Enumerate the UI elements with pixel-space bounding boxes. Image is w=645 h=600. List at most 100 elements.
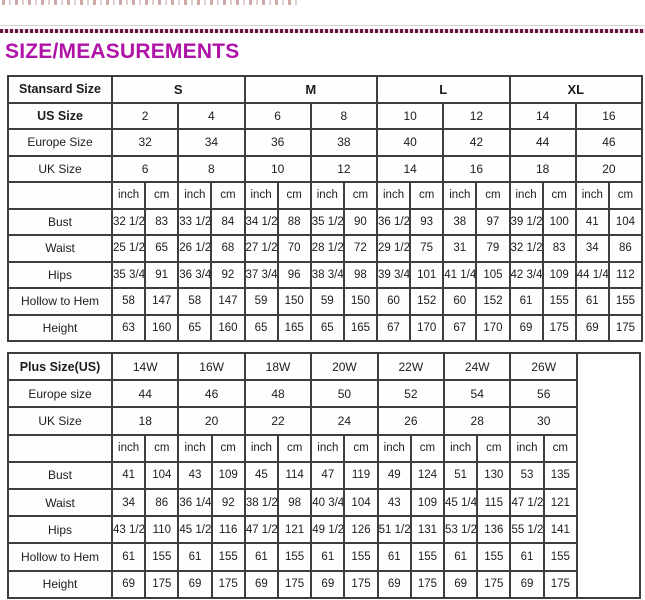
measurement-value-cell: 92	[210, 487, 246, 518]
measurement-value-cell: 83	[144, 207, 180, 236]
measurement-value-cell: 91	[144, 260, 180, 289]
unit-cell: inch	[443, 433, 479, 463]
measurement-value-cell: 114	[277, 460, 313, 490]
measurement-value-cell: 69	[310, 569, 346, 599]
unit-cell: cm	[342, 181, 379, 210]
size-value-cell: 52	[376, 379, 446, 409]
measurement-value-cell: 35 1/2	[309, 207, 345, 236]
size-conversion-row: Europe Size 32 34 36 38 40 42 44 46	[7, 128, 644, 157]
size-value-cell: 2	[110, 101, 180, 130]
page-title: SIZE/MEASUREMENTS	[5, 40, 240, 63]
measurement-value-cell: 67	[442, 313, 478, 342]
measurement-value-cell: 26 1/2	[177, 234, 213, 263]
size-value-cell: 14	[508, 101, 577, 130]
size-group-cell: 24W	[443, 351, 512, 382]
measurement-value-cell: 98	[277, 487, 313, 518]
empty-trailing-cell	[576, 352, 641, 599]
unit-cell: inch	[310, 433, 346, 463]
measurement-value-cell: 175	[542, 569, 579, 599]
measurement-value-cell: 79	[475, 234, 511, 263]
measurement-row: Hips 43 1/2 110 45 1/2 116 47 1/2 121 49 1/2 126…	[7, 515, 640, 545]
measurement-value-cell: 61	[177, 542, 213, 572]
measurement-value-cell: 61	[509, 542, 545, 572]
measurement-value-cell: 28 1/2	[309, 234, 345, 263]
measurement-value-cell: 84	[210, 207, 246, 236]
measurement-value-cell: 31	[442, 234, 478, 263]
measurement-value-cell: 124	[409, 460, 446, 490]
size-value-cell: 56	[509, 379, 578, 409]
measurement-value-cell: 60	[442, 287, 478, 316]
measurement-value-cell: 61	[243, 542, 280, 572]
measurement-value-cell: 69	[508, 313, 544, 342]
measurement-value-cell: 116	[210, 515, 246, 545]
measurement-row: Hollow to Hem 61 155 61 155 61 155 61 155 61 155 61…	[7, 542, 640, 572]
measurement-value-cell: 121	[542, 487, 579, 518]
row-label: Hips	[7, 260, 113, 289]
measurement-value-cell: 34	[574, 234, 610, 263]
measurement-value-cell: 160	[144, 313, 180, 342]
measurement-value-cell: 51 1/2	[376, 515, 412, 545]
measurement-value-cell: 121	[277, 515, 313, 545]
unit-cell: cm	[476, 433, 512, 463]
size-value-cell: 8	[309, 101, 379, 130]
measurement-value-cell: 69	[443, 569, 479, 599]
row-label: Height	[7, 313, 113, 342]
measurement-value-cell: 100	[541, 207, 577, 236]
unit-cell: inch	[177, 433, 213, 463]
measurement-value-cell: 101	[409, 260, 445, 289]
measurement-value-cell: 37 3/4	[243, 260, 279, 289]
measurement-row: Height 63 160 65 160 65 165 65 165 67 170 67 170 69 17…	[7, 313, 644, 342]
measurement-value-cell: 88	[276, 207, 312, 236]
measurement-value-cell: 27 1/2	[243, 234, 279, 263]
measurement-value-cell: 51	[443, 460, 479, 490]
row-label: Waist	[7, 487, 113, 518]
measurement-value-cell: 147	[144, 287, 180, 316]
measurement-value-cell: 97	[475, 207, 511, 236]
size-value-cell: 42	[442, 128, 511, 157]
unit-cell: inch	[110, 181, 147, 210]
size-value-cell: 28	[443, 406, 512, 436]
measurement-value-cell: 83	[541, 234, 577, 263]
size-value-cell: 6	[243, 101, 312, 130]
measurement-row: Hips 35 3/4 91 36 3/4 92 37 3/4 96 38 3/4 98 39 3…	[7, 260, 644, 289]
size-group-cell: 20W	[310, 351, 379, 382]
row-label: Europe size	[7, 379, 113, 409]
unit-cell: inch	[177, 181, 213, 210]
size-value-cell: 12	[309, 154, 379, 183]
measurement-value-cell: 67	[375, 313, 412, 342]
measurement-value-cell: 38	[442, 207, 478, 236]
measurement-value-cell: 175	[144, 569, 180, 599]
measurement-value-cell: 131	[409, 515, 446, 545]
measurement-value-cell: 155	[476, 542, 512, 572]
measurement-value-cell: 49	[376, 460, 412, 490]
measurement-value-cell: 175	[541, 313, 577, 342]
measurement-value-cell: 55 1/2	[509, 515, 545, 545]
measurement-value-cell: 119	[343, 460, 379, 490]
row-label: Waist	[7, 234, 113, 263]
plus-size-table: Plus Size(US) 14W 16W 18W 20W 22W 24W 26W Europe…	[7, 351, 641, 599]
measurement-value-cell: 155	[541, 287, 577, 316]
row-label: Hollow to Hem	[7, 542, 113, 572]
measurement-value-cell: 109	[210, 460, 246, 490]
measurement-value-cell: 141	[542, 515, 579, 545]
unit-cell: inch	[375, 181, 412, 210]
measurement-value-cell: 36 1/4	[177, 487, 213, 518]
unit-cell: cm	[210, 433, 246, 463]
measurement-value-cell: 61	[376, 542, 412, 572]
empty-corner-cell	[7, 433, 113, 463]
measurement-value-cell: 170	[409, 313, 445, 342]
measurement-value-cell: 155	[210, 542, 246, 572]
measurement-value-cell: 75	[409, 234, 445, 263]
measurement-value-cell: 65	[243, 313, 279, 342]
measurement-value-cell: 61	[310, 542, 346, 572]
measurement-value-cell: 69	[509, 569, 545, 599]
measurement-value-cell: 69	[243, 569, 280, 599]
measurement-value-cell: 104	[144, 460, 180, 490]
size-group-cell: M	[243, 75, 378, 104]
measurement-value-cell: 33 1/2	[177, 207, 213, 236]
measurement-value-cell: 110	[144, 515, 180, 545]
measurement-value-cell: 36 3/4	[177, 260, 213, 289]
measurement-value-cell: 109	[409, 487, 446, 518]
unit-cell: cm	[475, 181, 511, 210]
